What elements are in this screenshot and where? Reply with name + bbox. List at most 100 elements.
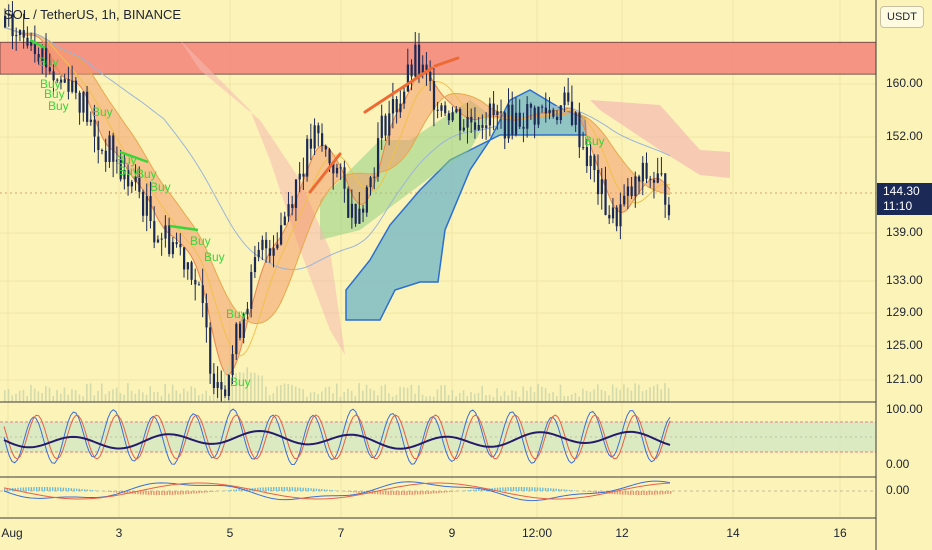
currency-button[interactable]: USDT xyxy=(880,6,924,28)
macd-histogram-bar xyxy=(376,491,379,495)
candle-body xyxy=(567,92,570,102)
volume-bar xyxy=(403,387,405,402)
candle-body xyxy=(194,279,197,285)
volume-bar xyxy=(496,388,498,402)
macd-histogram-bar xyxy=(73,488,75,491)
candle-body xyxy=(272,248,275,256)
candle-body xyxy=(294,179,298,208)
trend-line xyxy=(363,66,434,114)
macd-histogram-bar xyxy=(643,491,645,495)
candle-body xyxy=(22,30,25,38)
macd-histogram-bar xyxy=(142,491,144,495)
candle-body xyxy=(585,147,589,167)
macd-histogram-bar xyxy=(595,491,597,493)
volume-bar xyxy=(417,385,420,402)
candle-body xyxy=(74,80,78,93)
macd-histogram-bar xyxy=(334,490,336,491)
resistance-band xyxy=(0,41,877,75)
macd-histogram-bar xyxy=(624,491,627,495)
candle-body xyxy=(238,323,242,338)
macd-histogram-bar xyxy=(267,487,270,491)
candle-body xyxy=(548,109,551,114)
macd-histogram-bar xyxy=(560,489,563,491)
volume-bar xyxy=(421,394,424,402)
buy-label: Buy xyxy=(230,375,251,389)
macd-histogram-bar xyxy=(19,487,22,491)
macd-histogram-bar xyxy=(347,491,350,492)
macd-histogram-bar xyxy=(467,490,469,491)
volume-bar xyxy=(529,386,532,402)
candle-body xyxy=(205,303,208,328)
macd-line xyxy=(3,480,671,502)
volume-bar xyxy=(302,389,304,402)
candle-body xyxy=(48,67,51,72)
macd-histogram-bar xyxy=(227,490,230,491)
macd-histogram-bar xyxy=(107,491,110,492)
candle-body xyxy=(37,54,40,62)
volume-bar xyxy=(522,386,525,402)
volume-bar xyxy=(130,390,133,402)
macd-histogram-bar xyxy=(662,491,664,495)
macd-histogram-bar xyxy=(17,487,19,491)
candle-body xyxy=(156,239,160,243)
macd-histogram-bar xyxy=(49,487,51,491)
buy-label: Buy xyxy=(44,87,65,101)
volume-bar xyxy=(164,384,166,402)
macd-histogram-bar xyxy=(278,487,280,491)
candle-body xyxy=(41,48,44,62)
signal-line xyxy=(119,150,149,164)
x-tick-label: 5 xyxy=(226,526,234,540)
macd-histogram-bar xyxy=(632,491,635,495)
volume-bar xyxy=(667,388,670,402)
candle-body xyxy=(589,155,592,167)
macd-histogram-bar xyxy=(126,491,128,494)
buy-label: Buy xyxy=(48,99,69,113)
candle-body xyxy=(201,285,204,304)
volume-bar xyxy=(268,395,271,402)
candle-body xyxy=(421,64,424,74)
macd-histogram-bar xyxy=(14,487,17,491)
macd-histogram-bar xyxy=(262,487,264,491)
macd-histogram-bar xyxy=(622,491,624,495)
volume-bar xyxy=(630,390,633,402)
macd-histogram-bar xyxy=(443,491,445,493)
candle-body xyxy=(335,167,339,174)
candle-body xyxy=(391,99,395,114)
candle-body xyxy=(395,99,398,113)
macd-histogram-bar xyxy=(4,488,6,491)
volume-bar xyxy=(115,387,118,402)
volume-bar xyxy=(149,386,152,402)
volume-bar xyxy=(112,389,114,402)
cloud-lagging xyxy=(180,40,345,355)
candle-body xyxy=(533,107,536,125)
macd-histogram-bar xyxy=(254,487,256,491)
macd-histogram-bar xyxy=(627,491,629,495)
candle-body xyxy=(250,272,253,309)
y-tick-label: 160.00 xyxy=(886,76,923,90)
macd-histogram-bar xyxy=(518,487,520,491)
candle-body xyxy=(597,170,600,195)
macd-histogram-bar xyxy=(563,489,565,491)
macd-histogram-bar xyxy=(166,491,168,495)
volume-bar xyxy=(548,393,551,402)
macd-histogram-bar xyxy=(321,489,323,491)
macd-histogram-bar xyxy=(648,491,651,495)
macd-histogram-bar xyxy=(670,491,672,494)
volume-bar xyxy=(78,394,81,402)
candle-body xyxy=(276,244,279,249)
buy-label: Buy xyxy=(38,55,59,69)
candle-body xyxy=(369,177,372,188)
candle-body xyxy=(339,167,342,169)
volume-bar xyxy=(619,390,621,402)
candle-body xyxy=(298,173,301,180)
candle-body xyxy=(59,79,63,83)
macd-histogram-bar xyxy=(145,491,147,495)
macd-histogram-bar xyxy=(507,487,509,491)
macd-histogram-bar xyxy=(566,489,568,491)
buy-label: Buy xyxy=(150,180,171,194)
candle-body xyxy=(473,122,477,130)
candle-body xyxy=(555,116,559,121)
candle-body xyxy=(425,64,428,72)
macd-histogram-bar xyxy=(515,487,517,491)
macd-histogram-bar xyxy=(432,491,435,494)
